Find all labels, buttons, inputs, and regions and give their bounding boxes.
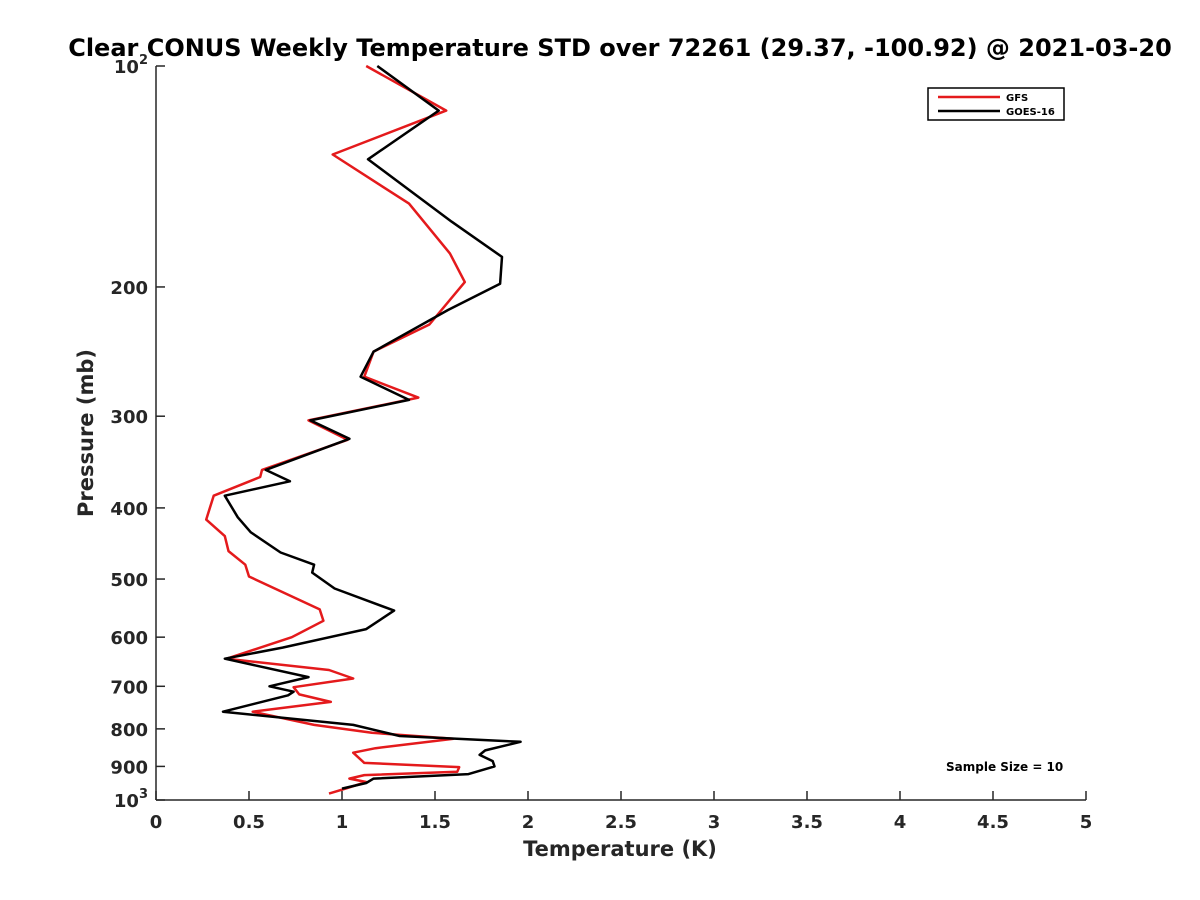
y-tick-label: 200 [110,278,148,299]
x-tick-label: 3 [708,812,721,833]
y-tick-label: 800 [110,720,148,741]
legend-box [927,87,1065,121]
chart-title: Clear CONUS Weekly Temperature STD over … [68,34,1172,62]
y-tick-label: 102 [114,53,148,78]
y-axis-label: Pressure (mb) [74,349,98,517]
x-tick-label: 5 [1080,812,1093,833]
legend-gfs-label: GFS [1006,93,1028,104]
plot-area: 0 0.5 1 1.5 2 2.5 3 3.5 4 4.5 5 102 200 300 400 500 600… [110,53,1092,833]
y-axis-ticks: 102 200 300 400 500 600 700 800 900 103 [110,53,165,812]
x-axis-label: Temperature (K) [523,837,717,861]
x-tick-label: 1 [336,812,349,833]
y-tick-label: 900 [110,757,148,778]
x-tick-label: 3.5 [791,812,823,833]
series-layer [204,64,522,795]
x-tick-label: 1.5 [419,812,451,833]
legend: GFS GOES-16 [927,87,1065,121]
y-tick-label: 500 [110,570,148,591]
x-tick-label: 4 [894,812,907,833]
y-tick-label: 300 [110,407,148,428]
y-tick-label: 600 [110,628,148,649]
x-axis-ticks: 0 0.5 1 1.5 2 2.5 3 3.5 4 4.5 5 [150,791,1093,833]
x-tick-label: 0 [150,812,163,833]
x-tick-label: 2 [522,812,535,833]
series-line-goes-16 [221,64,522,790]
y-tick-label: 400 [110,499,148,520]
x-tick-label: 0.5 [233,812,265,833]
y-tick-label: 700 [110,677,148,698]
x-tick-label: 4.5 [977,812,1009,833]
sample-size-annotation: Sample Size = 10 [946,760,1063,774]
legend-goes-label: GOES-16 [1006,107,1055,118]
y-tick-label: 103 [114,787,148,812]
x-tick-label: 2.5 [605,812,637,833]
